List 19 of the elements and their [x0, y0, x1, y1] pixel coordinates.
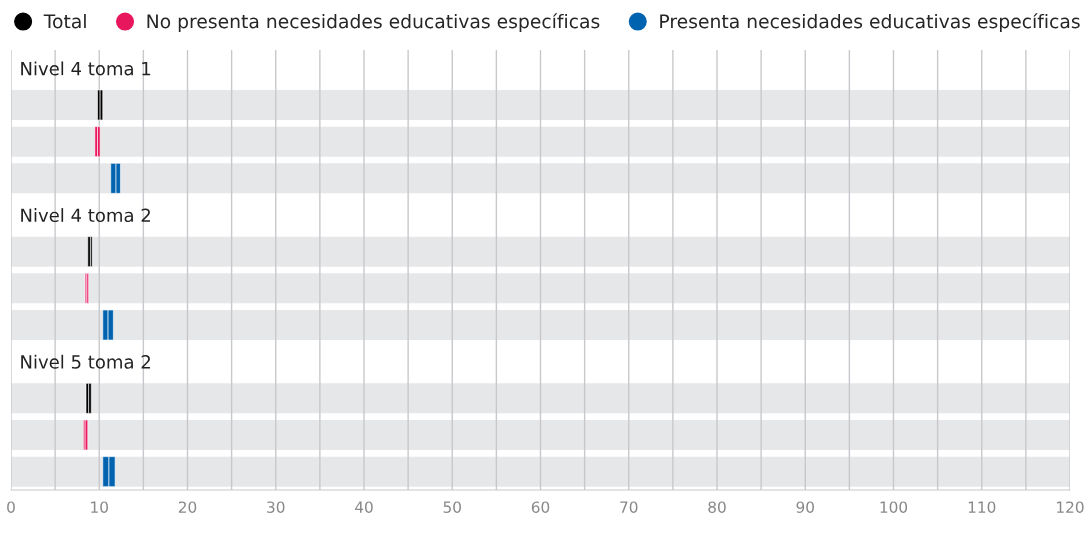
x-tick-label: 90 [796, 501, 814, 513]
x-tick-label: 30 [267, 501, 285, 513]
legend-label: No presenta necesidades educativas específicas [147, 13, 600, 33]
x-tick-label: 60 [531, 501, 550, 513]
legend-label: Presenta necesidades educativas específicas [660, 13, 1080, 33]
legend-label: Total [43, 13, 86, 29]
x-tick-label: 110 [968, 501, 996, 513]
x-tick-label: 70 [620, 501, 638, 513]
x-tick-label: 100 [880, 501, 908, 513]
x-tick-label: 40 [355, 501, 373, 513]
x-tick-label: 20 [178, 501, 197, 513]
y-tick-label: Nivel 4 toma 2 [21, 208, 150, 223]
x-tick-label: 0 [7, 501, 15, 513]
x-tick-label: 10 [91, 501, 108, 513]
y-tick-label: Nivel 4 toma 1 [21, 61, 151, 76]
y-tick-label: Nivel 5 toma 2 [21, 354, 150, 369]
x-tick-label: 50 [443, 501, 461, 513]
x-tick-label: 120 [1057, 501, 1084, 513]
x-tick-label: 80 [708, 501, 726, 513]
